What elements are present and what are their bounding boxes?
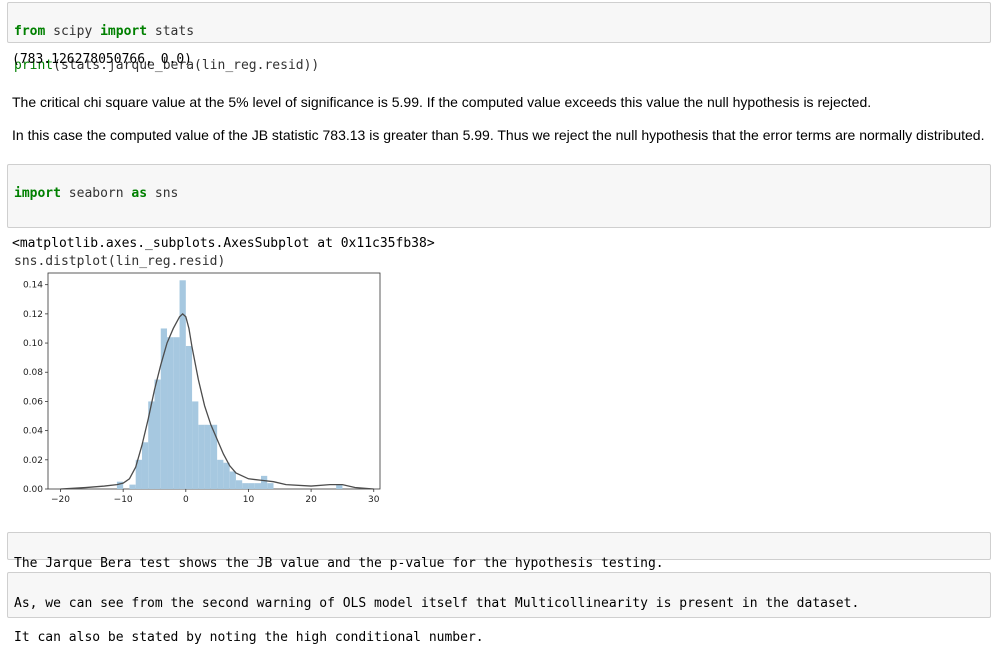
histogram-bar [141, 442, 149, 489]
code-text: (stats.jarque_bera(lin_reg.resid)) [53, 58, 320, 73]
histogram-bar [248, 483, 255, 489]
y-tick-label: 0.00 [23, 485, 43, 495]
kde-curve-group [60, 312, 374, 490]
y-tick-label: 0.12 [23, 310, 43, 320]
y-tick-label: 0.08 [23, 368, 43, 378]
code-keyword: as [131, 186, 148, 201]
markdown-text: It can also be stated by noting the high… [14, 630, 484, 645]
x-tick-label: 30 [368, 495, 380, 505]
markdown-text: As, we can see from the second warning o… [14, 596, 860, 611]
histogram-bar [160, 328, 168, 489]
markdown-jb-explanation: The Jarque Bera test shows the JB value … [7, 532, 991, 571]
x-tick-label: −20 [51, 495, 70, 505]
histogram-bar [185, 345, 193, 489]
code-line: import seaborn as sns [14, 185, 984, 202]
histogram-bar [336, 484, 343, 489]
histogram-bar [229, 471, 236, 489]
y-tick-label: 0.04 [23, 427, 43, 437]
kde-line [60, 312, 374, 490]
y-tick-label: 0.14 [23, 281, 43, 291]
code-text: scipy [45, 24, 101, 39]
y-tick-label: 0.10 [23, 339, 43, 349]
histogram-bar [235, 480, 243, 489]
code-keyword: import [100, 24, 148, 39]
y-tick-label: 0.02 [23, 456, 43, 466]
histogram-bar [135, 459, 142, 489]
histogram-bar [260, 475, 268, 489]
histogram-bar [192, 401, 199, 489]
code-line: sns.distplot(lin_reg.resid) [14, 254, 226, 269]
y-axis: 0.00 0.02 0.04 0.06 0.08 0.10 0.12 0.14 [23, 281, 48, 495]
histogram-bar [116, 481, 124, 489]
histogram-bar [167, 337, 174, 489]
code-keyword: from [14, 24, 46, 39]
markdown-conclusion: In this case the computed value of the J… [12, 127, 985, 143]
histogram-bar [242, 483, 249, 489]
cell-output-jarque-bera: (783.126278050766, 0.0) [12, 52, 193, 67]
histogram-bar [204, 424, 211, 489]
histogram-bar [154, 379, 161, 489]
x-tick-label: 20 [305, 495, 317, 505]
y-tick-label: 0.06 [23, 397, 43, 407]
code-cell-jarque-bera[interactable]: from scipy import stats print(stats.jarq… [7, 2, 991, 73]
code-keyword: import [14, 186, 61, 201]
markdown-text: The Jarque Bera test shows the JB value … [14, 556, 664, 571]
histogram-bars [116, 280, 343, 489]
code-line: print(stats.jarque_bera(lin_reg.resid)) [14, 57, 984, 74]
code-builtin: print [14, 58, 54, 73]
code-text: seaborn [60, 186, 132, 201]
x-tick-label: −10 [114, 495, 133, 505]
code-line-blank [14, 219, 984, 236]
code-cell-seaborn[interactable]: import seaborn as sns sns.distplot(lin_r… [7, 164, 991, 269]
code-text: sns [147, 186, 179, 201]
histogram-bar [173, 337, 180, 489]
x-axis: −20 −10 0 10 20 30 [51, 489, 380, 505]
histogram-bar [223, 462, 230, 489]
code-line: from scipy import stats [14, 23, 984, 40]
histogram-bar [254, 483, 261, 489]
cell-output-axes: <matplotlib.axes._subplots.AxesSubplot a… [12, 236, 435, 251]
histogram-bar [148, 401, 155, 489]
markdown-multicollinearity: As, we can see from the second warning o… [7, 572, 991, 645]
histogram-bar [267, 483, 274, 489]
x-tick-label: 10 [243, 495, 255, 505]
distplot-chart: 0.00 0.02 0.04 0.06 0.08 0.10 0.12 0.14 −20 −10 0… [23, 272, 381, 505]
histogram-bar [129, 484, 136, 489]
histogram-bar [210, 424, 218, 489]
markdown-critical-value: The critical chi square value at the 5% … [12, 94, 872, 110]
x-tick-label: 0 [183, 495, 189, 505]
code-text: stats [147, 24, 195, 39]
histogram-bar [179, 280, 186, 489]
histogram-bar [217, 459, 224, 489]
histogram-bar [198, 424, 205, 489]
